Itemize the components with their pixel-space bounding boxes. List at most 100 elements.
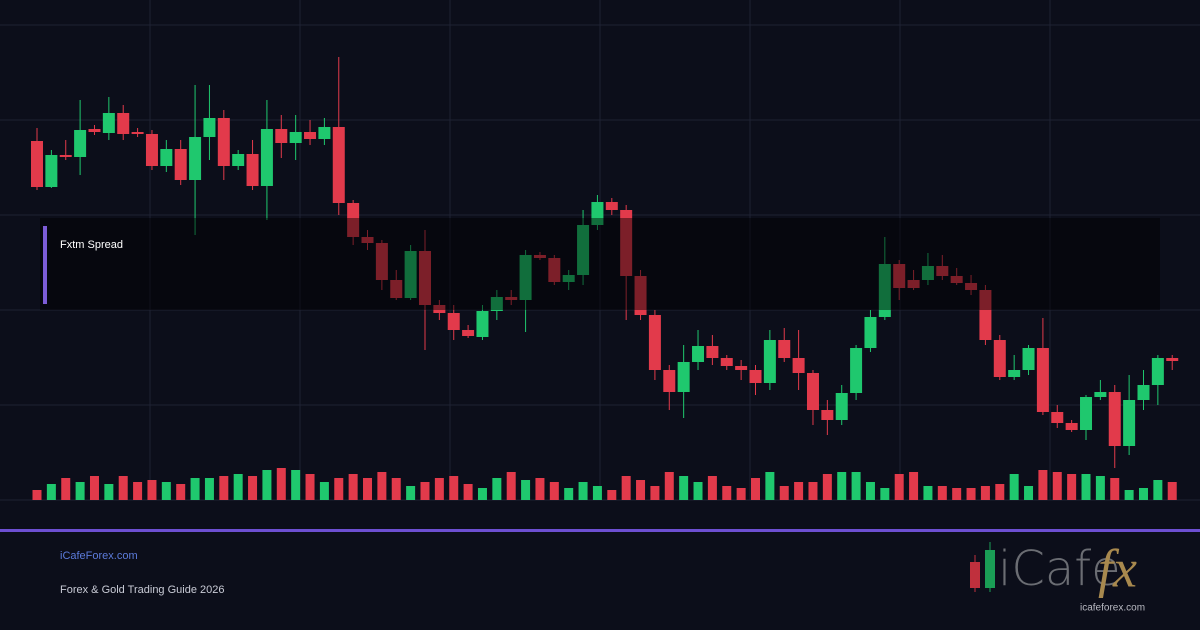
volume-bar [952, 488, 962, 500]
volume-bar [233, 474, 243, 500]
candle-body [275, 129, 288, 143]
candle-body [232, 154, 245, 166]
volume-bar [794, 482, 804, 500]
annotation-marker [43, 226, 47, 304]
candle-body [591, 202, 604, 225]
volume-bar [219, 476, 229, 500]
candle-body [131, 132, 144, 134]
candle-body [620, 210, 633, 276]
volume-bar [808, 482, 818, 500]
volume-bar [592, 486, 602, 500]
volume-bar [1009, 474, 1019, 500]
annotation: Fxtm Spread [60, 239, 123, 251]
candle-body [361, 237, 374, 243]
volume-bar [204, 478, 214, 500]
volume-bar [1124, 490, 1134, 500]
candle-body [706, 346, 719, 358]
candle-body [1166, 358, 1179, 361]
volume-bar [133, 482, 143, 500]
candle-body [31, 141, 43, 187]
candle-body [145, 134, 158, 166]
candle-body [735, 366, 748, 370]
volume-bar [607, 490, 617, 500]
logo-word: iCafe [998, 541, 1121, 597]
volume-bar [1138, 488, 1148, 500]
candle-body [720, 358, 733, 366]
candle-body [45, 155, 58, 187]
candle-body [59, 155, 72, 157]
volume-bar [1095, 476, 1105, 500]
candle-body [548, 258, 561, 282]
candle-body [519, 255, 532, 300]
volume-bar [851, 472, 861, 500]
volume-bar [693, 482, 703, 500]
candle-body [1137, 385, 1150, 400]
volume-bar [621, 476, 631, 500]
candle-body [160, 149, 173, 166]
candle-body [203, 118, 216, 137]
volume-bar [348, 474, 358, 500]
candle-body [663, 370, 676, 392]
candle-body [677, 362, 690, 392]
volume-bar [549, 482, 559, 500]
candle-body [332, 127, 345, 203]
volume-bar [89, 476, 99, 500]
candle-body [1151, 358, 1164, 385]
candle-body [965, 283, 978, 290]
footer-site: iCafeForex.com [60, 550, 138, 562]
candle-body [950, 276, 963, 283]
volume-bar [248, 476, 258, 500]
candle-body [864, 317, 877, 348]
candle-body [835, 393, 848, 420]
volume-bar [880, 488, 890, 500]
candle-body [893, 264, 906, 288]
volume-bar [736, 488, 746, 500]
candle-body [821, 410, 834, 420]
volume-bar [492, 478, 502, 500]
volume-bar [535, 478, 545, 500]
volume-bar [276, 468, 286, 500]
volume-bar [995, 484, 1005, 500]
candle-body [648, 315, 661, 370]
volume-bar [1038, 470, 1048, 500]
candle-body [462, 330, 475, 336]
volume-bar [1167, 482, 1177, 500]
volume-bar [363, 478, 373, 500]
candle-body [375, 243, 388, 280]
footer-tagline: Forex & Gold Trading Guide 2026 [60, 584, 224, 596]
volume-bar [923, 486, 933, 500]
volume-bar [980, 486, 990, 500]
volume-bar [765, 472, 775, 500]
candle-body [433, 305, 446, 313]
candle-body [979, 290, 992, 340]
candle-body [102, 113, 115, 133]
candle-body [936, 266, 949, 276]
volume-bar [1024, 486, 1034, 500]
logo-candle [985, 550, 995, 588]
volume-bar [434, 478, 444, 500]
candle-body [1123, 400, 1136, 446]
volume-bar [449, 476, 459, 500]
candle-body [921, 266, 934, 280]
candle-body [404, 251, 417, 298]
candle-body [74, 130, 87, 157]
candle-body [806, 373, 819, 410]
volume-bar [1081, 474, 1091, 500]
volume-bar [822, 474, 832, 500]
candles [31, 57, 1179, 468]
logo-candle [970, 562, 980, 588]
volume-bar [679, 476, 689, 500]
candle-body [390, 280, 403, 298]
candle-body [189, 137, 202, 180]
volume-bar [118, 476, 128, 500]
candle-body [476, 311, 489, 337]
volume-bar [161, 482, 171, 500]
candle-body [1094, 392, 1107, 397]
candle-body [907, 280, 920, 288]
volume-bar [1153, 480, 1163, 500]
volume-bar [319, 482, 329, 500]
candle-body [605, 202, 618, 210]
volume-bar [420, 482, 430, 500]
candle-body [289, 132, 302, 143]
